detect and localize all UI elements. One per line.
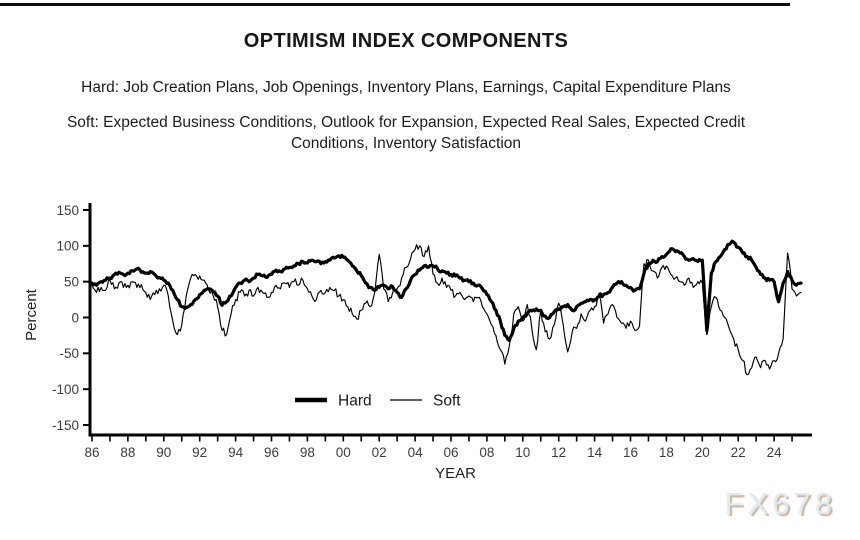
soft-definition-text: Soft: Expected Business Conditions, Outl… <box>66 114 746 152</box>
legend-soft-label: Soft <box>433 393 461 410</box>
svg-text:Percent: Percent <box>23 288 40 341</box>
svg-text:04: 04 <box>408 445 424 460</box>
svg-text:YEAR: YEAR <box>435 465 476 482</box>
series-line-soft <box>91 244 802 376</box>
svg-text:96: 96 <box>264 445 279 460</box>
svg-text:10: 10 <box>515 445 530 460</box>
svg-text:16: 16 <box>623 445 638 460</box>
svg-text:92: 92 <box>192 445 207 460</box>
svg-text:22: 22 <box>731 445 746 460</box>
svg-text:150: 150 <box>56 203 79 218</box>
svg-text:90: 90 <box>156 445 171 460</box>
svg-text:98: 98 <box>300 445 315 460</box>
svg-text:02: 02 <box>372 445 387 460</box>
watermark-fx678: FX678 <box>724 486 836 521</box>
hard-definition-text: Hard: Job Creation Plans, Job Openings, … <box>81 79 731 96</box>
svg-text:20: 20 <box>695 445 710 460</box>
svg-text:-50: -50 <box>59 346 79 361</box>
svg-text:08: 08 <box>479 445 494 460</box>
svg-text:94: 94 <box>228 445 244 460</box>
optimism-components-chart: 150 100 50 0 -50 -100 -150 Percent 86 88 90 92 94 96 9… <box>23 203 812 482</box>
svg-text:18: 18 <box>659 445 674 460</box>
svg-text:-100: -100 <box>52 382 79 397</box>
chart-area: 150 100 50 0 -50 -100 -150 Percent 86 88 90 92 94 96 9… <box>0 185 860 485</box>
svg-text:06: 06 <box>443 445 458 460</box>
svg-text:24: 24 <box>767 445 783 460</box>
svg-text:100: 100 <box>56 239 79 254</box>
chart-title: OPTIMISM INDEX COMPONENTS <box>243 30 569 52</box>
svg-text:50: 50 <box>64 274 79 289</box>
series-line-hard <box>90 239 803 342</box>
svg-text:00: 00 <box>336 445 351 460</box>
legend-hard-label: Hard <box>338 393 372 410</box>
svg-text:12: 12 <box>551 445 566 460</box>
chart-header: OPTIMISM INDEX COMPONENTS Hard: Job Crea… <box>0 30 812 168</box>
svg-text:86: 86 <box>84 445 99 460</box>
svg-text:-150: -150 <box>52 418 79 433</box>
svg-text:14: 14 <box>587 445 603 460</box>
svg-text:0: 0 <box>71 310 79 325</box>
top-border-rule <box>0 3 790 6</box>
svg-text:88: 88 <box>120 445 135 460</box>
